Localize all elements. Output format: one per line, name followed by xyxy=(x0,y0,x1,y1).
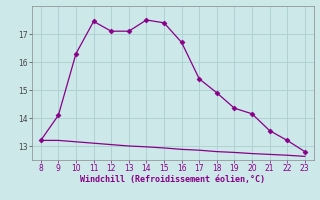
X-axis label: Windchill (Refroidissement éolien,°C): Windchill (Refroidissement éolien,°C) xyxy=(80,175,265,184)
